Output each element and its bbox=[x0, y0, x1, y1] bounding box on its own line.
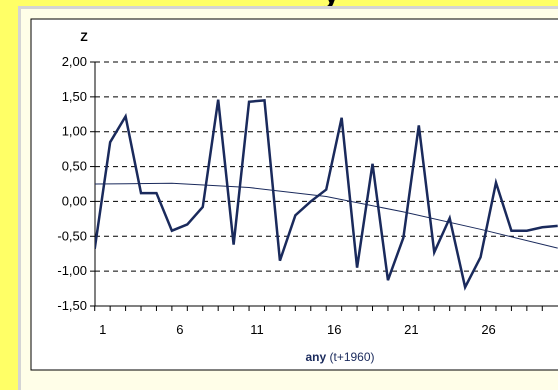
chart-frame bbox=[30, 18, 558, 371]
x-tick-label: 6 bbox=[176, 322, 183, 337]
x-axis-title: any (t+1960) bbox=[305, 350, 374, 364]
x-tick-label: 26 bbox=[481, 322, 495, 337]
top-strip bbox=[0, 0, 558, 6]
trend-line bbox=[95, 182, 558, 249]
y-tick-label: -0,50 bbox=[57, 228, 87, 243]
x-tick-label: 1 bbox=[99, 322, 106, 337]
series-line bbox=[95, 98, 558, 291]
y-tick-label: -1,50 bbox=[57, 298, 87, 313]
y-axis-title: Z bbox=[80, 30, 87, 44]
y-tick-label: 0,50 bbox=[62, 159, 87, 174]
y-tick-label: 1,00 bbox=[62, 124, 87, 139]
x-tick-label: 16 bbox=[327, 322, 341, 337]
y-tick-label: 1,50 bbox=[62, 89, 87, 104]
y-tick-label: -1,00 bbox=[57, 263, 87, 278]
x-tick-label: 11 bbox=[250, 322, 264, 337]
y-tick-label: 2,00 bbox=[62, 54, 87, 69]
title-fragment: y bbox=[323, 0, 340, 9]
y-tick-label: 0,00 bbox=[62, 193, 87, 208]
x-tick-label: 21 bbox=[404, 322, 418, 337]
